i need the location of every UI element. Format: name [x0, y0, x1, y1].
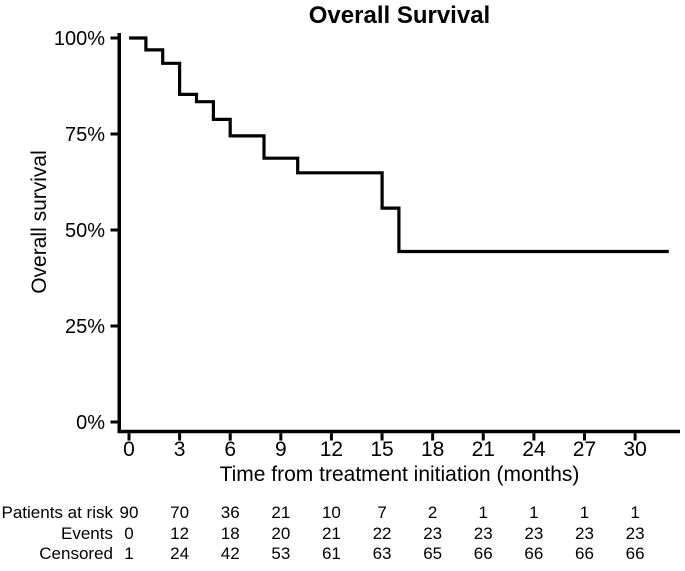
y-tick-label: 50%: [65, 220, 105, 242]
risk-cell: 23: [473, 523, 493, 543]
risk-cell: 21: [321, 523, 341, 543]
risk-cell: 1: [529, 503, 539, 522]
risk-cell: 21: [271, 503, 291, 522]
x-tick-label: 9: [275, 438, 287, 461]
risk-cell: 1: [478, 503, 488, 522]
risk-cell: 24: [170, 544, 190, 563]
risk-cell: 63: [372, 544, 392, 563]
risk-cell: 36: [220, 503, 240, 522]
risk-cell: 66: [524, 544, 544, 563]
risk-cell: 61: [321, 544, 341, 563]
risk-cell: 66: [575, 544, 594, 563]
risk-cell: 23: [575, 523, 594, 543]
y-tick-label: 100%: [54, 28, 105, 50]
risk-cell: 2: [427, 503, 438, 522]
risk-cell: 23: [423, 523, 443, 543]
survival-curve: [129, 36, 669, 254]
risk-cell: 90: [119, 503, 139, 522]
x-tick-label: 27: [573, 438, 596, 461]
axes-line: [117, 33, 680, 434]
risk-cell: 1: [124, 544, 134, 563]
risk-cell: 70: [170, 503, 190, 522]
risk-cell: 66: [625, 544, 645, 563]
x-tick-label: 0: [123, 438, 135, 461]
x-tick-label: 18: [421, 438, 444, 461]
risk-cell: 7: [377, 503, 387, 522]
risk-cell: 23: [625, 523, 645, 543]
risk-row-label: Censored: [39, 544, 113, 563]
risk-cell: 53: [271, 544, 291, 563]
x-tick-label: 3: [174, 438, 186, 461]
risk-cell: 22: [372, 523, 392, 543]
risk-cell: 20: [271, 523, 291, 543]
y-tick-label: 75%: [65, 124, 105, 146]
risk-cell: 0: [124, 523, 134, 543]
x-tick-label: 21: [472, 438, 495, 461]
risk-cell: 18: [220, 523, 240, 543]
chart-title: Overall Survival: [308, 2, 491, 29]
risk-cell: 23: [524, 523, 544, 543]
x-tick-label: 30: [623, 438, 646, 461]
risk-cell: 12: [170, 523, 190, 543]
y-tick-label: 25%: [65, 316, 105, 338]
risk-cell: 66: [473, 544, 493, 563]
risk-cell: 65: [423, 544, 443, 563]
risk-cell: 42: [220, 544, 240, 563]
x-tick-label: 12: [320, 438, 343, 461]
x-axis-title: Time from treatment initiation (months): [219, 463, 580, 486]
x-tick-label: 6: [224, 438, 236, 461]
y-tick-label: 0%: [76, 412, 105, 434]
risk-row-label: Patients at risk: [1, 503, 114, 522]
risk-row-label: Events: [61, 523, 113, 543]
risk-cell: 1: [579, 503, 590, 522]
x-tick-label: 24: [522, 438, 546, 461]
risk-cell: 10: [321, 503, 341, 522]
x-tick-label: 15: [370, 438, 393, 461]
risk-cell: 1: [630, 503, 640, 522]
